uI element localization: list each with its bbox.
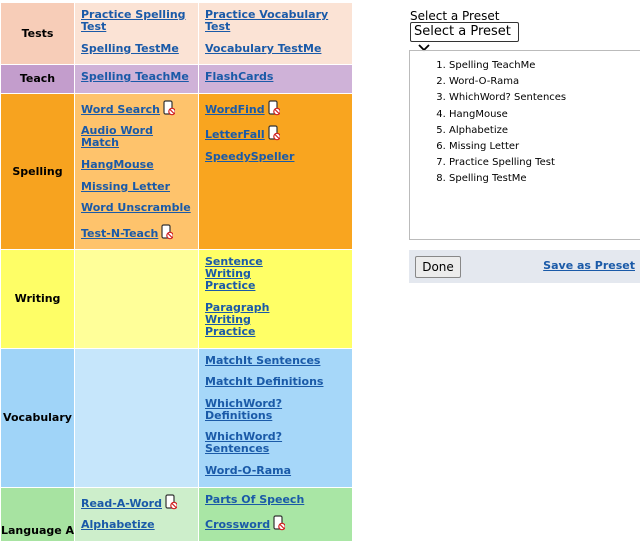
preset-item: WhichWord? Sentences — [449, 90, 640, 106]
link-text: Test-N-Teach — [81, 226, 159, 240]
link[interactable]: Word Search — [81, 100, 192, 116]
preset-list: Spelling TeachMeWord-O-RamaWhichWord? Se… — [409, 50, 640, 240]
preset-item: Spelling TeachMe — [449, 58, 640, 74]
preset-item: Word-O-Rama — [449, 74, 640, 90]
link[interactable]: Crossword — [205, 515, 346, 531]
preset-item: Alphabetize — [449, 123, 640, 139]
row-label: Vocabulary — [0, 347, 75, 488]
link[interactable]: MatchIt Definitions — [205, 375, 324, 389]
row-label: Tests — [0, 1, 75, 66]
preset-item: HangMouse — [449, 107, 640, 123]
link[interactable]: Practice Spelling Test — [81, 8, 186, 33]
link-text: Crossword — [205, 518, 271, 532]
empty-cell — [74, 249, 199, 349]
action-bar: Done Save as Preset — [409, 250, 640, 283]
page: Tests Practice Spelling Test Spelling Tes… — [0, 0, 640, 487]
link[interactable]: Read-A-Word — [81, 494, 192, 510]
save-preset-link[interactable]: Save as Preset — [543, 259, 635, 272]
link[interactable]: HangMouse — [81, 157, 154, 171]
link[interactable]: Word Unscramble — [81, 201, 191, 215]
link[interactable]: Paragraph Writing Practice — [205, 300, 270, 338]
mobile-icon — [273, 515, 285, 531]
preset-select[interactable]: Select a Preset — [410, 22, 519, 52]
mobile-icon — [161, 224, 173, 240]
row-label: Teach — [0, 64, 75, 94]
preset-item: Spelling TestMe — [449, 171, 640, 187]
link[interactable]: WhichWord? Definitions — [205, 396, 283, 422]
preset-item: Practice Spelling Test — [449, 155, 640, 171]
activity-table: Tests Practice Spelling Test Spelling Tes… — [0, 1, 353, 542]
mobile-icon — [165, 494, 177, 510]
link-text: WordFind — [205, 102, 265, 116]
preset-items: Spelling TeachMeWord-O-RamaWhichWord? Se… — [410, 58, 640, 188]
mobile-icon — [268, 125, 280, 141]
link[interactable]: Vocabulary TestMe — [205, 41, 322, 55]
link[interactable]: Audio Word Match — [81, 124, 153, 150]
row-label: Spelling — [0, 92, 75, 251]
link-text: Word Search — [81, 102, 161, 116]
link[interactable]: Practice Vocabulary Test — [205, 8, 329, 33]
preset-label: Select a Preset — [410, 9, 500, 23]
link[interactable]: WhichWord? Sentences — [205, 430, 283, 456]
link[interactable]: WordFind — [205, 100, 346, 116]
link[interactable]: Sentence Writing Practice — [205, 255, 263, 293]
row-label: Language Arts — [0, 486, 75, 542]
select-text: Select a Preset — [414, 24, 511, 39]
link[interactable]: Parts Of Speech — [205, 492, 305, 506]
mobile-icon — [163, 100, 175, 116]
link[interactable]: Alphabetize — [81, 518, 155, 532]
link[interactable]: Spelling TeachMe — [81, 70, 189, 84]
link[interactable]: Spelling TestMe — [81, 41, 179, 55]
link[interactable]: MatchIt Sentences — [205, 353, 321, 367]
link[interactable]: LetterFall — [205, 125, 346, 141]
link[interactable]: Word-O-Rama — [205, 463, 292, 477]
empty-cell — [74, 347, 199, 488]
mobile-icon — [268, 100, 280, 116]
preset-item: Missing Letter — [449, 139, 640, 155]
link-text: Read-A-Word — [81, 496, 162, 510]
link-text: LetterFall — [205, 128, 265, 142]
link[interactable]: SpeedySpeller — [205, 149, 295, 163]
done-button[interactable]: Done — [415, 256, 461, 278]
link[interactable]: FlashCards — [205, 70, 274, 84]
row-label: Writing — [0, 249, 75, 349]
link[interactable]: Test-N-Teach — [81, 224, 192, 240]
link[interactable]: Missing Letter — [81, 179, 170, 193]
